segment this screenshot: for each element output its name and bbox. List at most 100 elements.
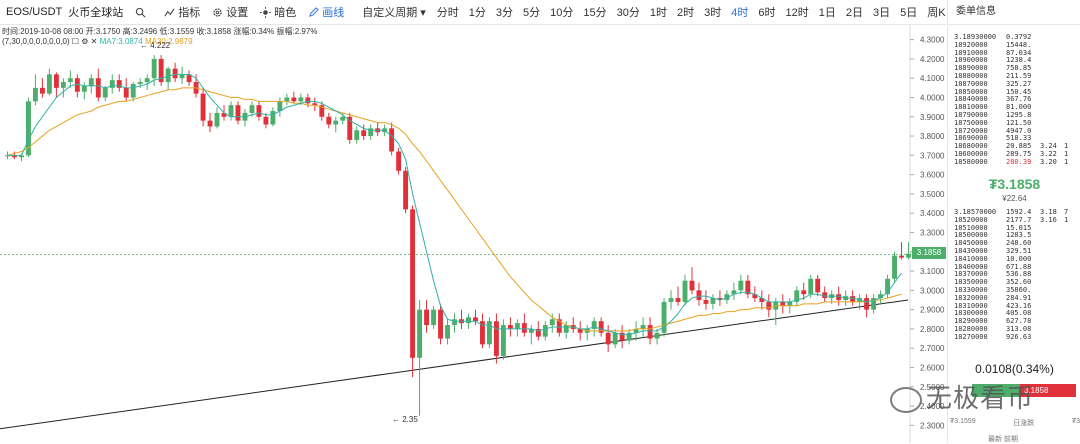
order-row[interactable]: 18280000 313.08 <box>948 325 1080 334</box>
candle-body <box>319 105 325 117</box>
candle-body <box>137 82 143 84</box>
order-row[interactable]: 18290000 627.78 <box>948 317 1080 326</box>
order-row[interactable]: 18910000 87.034 <box>948 49 1080 58</box>
order-row[interactable]: 18840000 367.76 <box>948 96 1080 104</box>
order-row[interactable]: 18400000 671.88 <box>948 263 1080 272</box>
order-row[interactable]: 18750000 121.50 <box>948 119 1080 128</box>
order-row[interactable]: 18320000 284.91 <box>948 293 1080 303</box>
order-row[interactable]: 18410000 10.000 <box>948 255 1080 264</box>
y-tick-label-19: 2.4000 <box>920 402 945 411</box>
ohlc-date: 时间:2019-10-08 08:00 <box>2 27 84 36</box>
order-row[interactable]: 18510000 15.015 <box>948 224 1080 233</box>
order-row[interactable]: 18330000 35860. <box>948 286 1080 295</box>
order-cell <box>1040 279 1064 287</box>
order-row[interactable]: 18920000 15448. <box>948 41 1080 50</box>
tab-period-12[interactable]: 12时 <box>785 7 809 19</box>
order-row[interactable]: 18890000 758.85 <box>948 64 1080 73</box>
low-annotation: ← 2.35 <box>392 415 418 424</box>
y-tick-label-20: 2.3000 <box>920 421 945 430</box>
ohlc-open: 开:3.1750 <box>85 27 121 36</box>
order-cell <box>1064 279 1074 287</box>
candle-body <box>26 101 31 156</box>
tab-period-6[interactable]: 30分 <box>616 7 640 19</box>
tab-period-16[interactable]: 5日 <box>900 7 918 19</box>
tab-period-2[interactable]: 3分 <box>495 7 514 19</box>
order-row[interactable]: 18850000 150.45 <box>948 88 1080 97</box>
order-row[interactable]: 18690000 518.33 <box>948 135 1080 143</box>
order-row[interactable]: 18310000 423.16 <box>948 302 1080 311</box>
order-row[interactable]: 18580000 280.39 3.20 1 <box>948 157 1080 167</box>
symbol-label: EOS/USDT <box>6 6 63 18</box>
chart-toolbar: EOS/USDT 火币全球站 指标 设置 暗色 画线 自定义周期 ▾ 分时 1分 3… <box>0 0 1080 25</box>
y-tick-label-18: 2.5000 <box>920 383 945 392</box>
candle-body <box>654 332 660 339</box>
order-row[interactable]: 18900000 1238.4 <box>948 57 1080 65</box>
ohlc-low: 低:3.1559 <box>159 27 195 36</box>
order-cell: 280.39 <box>1006 157 1032 166</box>
tab-period-5[interactable]: 15分 <box>583 7 607 19</box>
search-button[interactable] <box>129 7 152 18</box>
ask-orders: 3.18930000 0.3792 18920000 15448. 18910000 87… <box>948 33 1080 167</box>
order-row[interactable]: 18370000 536.88 <box>948 271 1080 279</box>
order-row[interactable]: 18870000 325.27 <box>948 80 1080 89</box>
tab-period-1[interactable]: 1分 <box>468 7 486 19</box>
tab-period-8[interactable]: 2时 <box>677 7 695 19</box>
candle-body <box>493 321 499 356</box>
order-row[interactable]: 18790000 1295.8 <box>948 111 1080 120</box>
order-cell <box>1064 34 1074 42</box>
gear-icon[interactable]: ⚙ <box>81 37 89 46</box>
order-row[interactable]: 18300000 405.08 <box>948 310 1080 318</box>
candle-body <box>556 319 562 333</box>
order-row[interactable]: 18880000 211.59 <box>948 72 1080 81</box>
close-icon[interactable]: ✕ <box>90 37 98 46</box>
last-price: ₮3.1858 <box>988 176 1041 192</box>
order-cell: 367.76 <box>1006 95 1032 104</box>
order-row[interactable]: 18810000 81.000 <box>948 103 1080 112</box>
tab-period-4[interactable]: 10分 <box>550 7 574 19</box>
eye-icon[interactable]: ☐ <box>71 37 80 46</box>
tab-period-11[interactable]: 6时 <box>758 7 776 19</box>
indicator-button[interactable]: 指标 <box>158 4 206 20</box>
order-row[interactable]: 3.18570000 1592.4 3.18 7 <box>948 208 1080 217</box>
tab-period-14[interactable]: 2日 <box>845 7 864 19</box>
tab-period-13[interactable]: 1日 <box>818 7 836 19</box>
candle-body <box>808 278 814 295</box>
order-cell: 81.000 <box>1006 103 1032 112</box>
y-tick-label-2: 4.1000 <box>920 74 945 83</box>
tab-period-9[interactable]: 3时 <box>704 7 722 19</box>
candlestick-chart[interactable]: 4.3000 4.2000 4.1000 4.0000 3.9000 3.8000 3.70… <box>0 25 946 443</box>
order-row[interactable]: 18520000 2177.7 3.16 1 <box>948 216 1080 225</box>
order-row[interactable]: 18450000 248.60 <box>948 239 1080 248</box>
order-row[interactable]: 18680000 20.885 3.24 1 <box>948 142 1080 151</box>
custom-period-dropdown[interactable]: 自定义周期 ▾ <box>356 4 432 20</box>
ma7-line <box>7 73 902 336</box>
search-icon <box>136 7 146 17</box>
order-row[interactable]: 18350000 352.60 <box>948 278 1080 287</box>
order-cell: 18430000 <box>954 246 988 255</box>
candle-body <box>74 78 80 92</box>
order-row[interactable]: 18270000 926.63 <box>948 333 1080 342</box>
candle-body <box>410 209 416 358</box>
theme-button[interactable]: 暗色 <box>254 4 302 20</box>
y-tick-label-3: 4.0000 <box>920 94 945 103</box>
tab-period-15[interactable]: 3日 <box>873 7 891 19</box>
candle-body <box>703 300 709 304</box>
tab-period-17[interactable]: 周K <box>927 7 946 19</box>
tab-period-0[interactable]: 分时 <box>436 7 459 19</box>
candle-body <box>102 87 108 98</box>
tab-period-10[interactable]: 4时 <box>731 7 749 19</box>
draw-line-button[interactable]: 画线 <box>302 4 350 20</box>
tab-period-7[interactable]: 1时 <box>649 7 668 19</box>
settings-button[interactable]: 设置 <box>206 4 254 20</box>
tab-period-3[interactable]: 5分 <box>523 7 541 19</box>
order-cell: 18810000 <box>954 103 988 112</box>
order-cell: 329.51 <box>1006 246 1032 255</box>
order-row[interactable]: 18720000 4947.0 <box>948 127 1080 136</box>
symbol-selector[interactable]: EOS/USDT 火币全球站 <box>0 4 129 20</box>
order-row[interactable]: 3.18930000 0.3792 <box>948 33 1080 42</box>
order-row[interactable]: 18430000 329.51 <box>948 246 1080 256</box>
candle-body <box>549 319 555 326</box>
order-row[interactable]: 18500000 1283.5 <box>948 232 1080 240</box>
order-cell: 284.91 <box>1006 293 1032 302</box>
order-row[interactable]: 18600000 289.75 3.22 1 <box>948 150 1080 159</box>
